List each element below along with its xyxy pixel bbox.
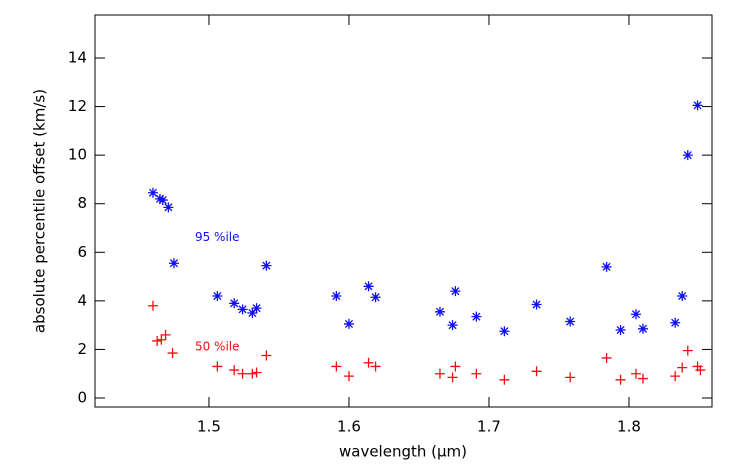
point [499, 374, 510, 385]
point [370, 292, 381, 303]
y-tick-label: 10 [68, 146, 87, 164]
point [499, 326, 510, 337]
point [447, 320, 458, 331]
point [565, 372, 576, 383]
y-tick-label: 12 [68, 97, 87, 115]
y-tick-label: 4 [77, 291, 87, 309]
point [370, 361, 381, 372]
annotation: 95 %ile [195, 230, 240, 244]
x-tick-label: 1.5 [197, 418, 221, 436]
point [531, 299, 542, 310]
point [565, 316, 576, 327]
point [167, 348, 178, 359]
point [471, 311, 482, 322]
point [156, 334, 167, 345]
point [343, 318, 354, 329]
point [363, 281, 374, 292]
point [682, 150, 693, 161]
point [434, 368, 445, 379]
point [637, 323, 648, 334]
y-tick-label: 14 [68, 48, 87, 66]
x-tick-label: 1.7 [477, 418, 501, 436]
point [630, 309, 641, 320]
point [450, 361, 461, 372]
point [531, 366, 542, 377]
y-tick-label: 2 [77, 340, 87, 358]
y-tick-label: 8 [77, 194, 87, 212]
point [157, 195, 168, 206]
point [152, 335, 163, 346]
plot-frame [94, 14, 713, 408]
point [447, 372, 458, 383]
point [261, 350, 272, 361]
point [677, 291, 688, 302]
point [251, 303, 262, 314]
x-axis-label: wavelength (μm) [339, 443, 467, 461]
point [168, 258, 179, 269]
point [160, 329, 171, 340]
point [434, 306, 445, 317]
x-tick-label: 1.6 [337, 418, 361, 436]
point [677, 362, 688, 373]
point [695, 365, 706, 376]
point [331, 361, 342, 372]
point [601, 261, 612, 272]
y-tick-label: 0 [77, 389, 87, 407]
point [471, 368, 482, 379]
point [615, 374, 626, 385]
point [692, 100, 703, 111]
point [247, 368, 258, 379]
point [670, 317, 681, 328]
point [154, 193, 165, 204]
point [670, 371, 681, 382]
point [343, 371, 354, 382]
point [237, 368, 248, 379]
point [637, 373, 648, 384]
point [212, 361, 223, 372]
x-tick-label: 1.8 [617, 418, 641, 436]
y-tick-label: 6 [77, 243, 87, 261]
point [363, 357, 374, 368]
point [147, 187, 158, 198]
point [247, 308, 258, 319]
point [229, 298, 240, 309]
y-axis-label: absolute percentile offset (km/s) [31, 89, 49, 333]
point [261, 260, 272, 271]
point [251, 367, 262, 378]
point [601, 352, 612, 363]
point [147, 300, 158, 311]
point [163, 202, 174, 213]
point [682, 345, 693, 356]
point [212, 291, 223, 302]
point [615, 325, 626, 336]
point [630, 368, 641, 379]
annotation: 50 %ile [195, 340, 240, 354]
point [450, 286, 461, 297]
point [237, 304, 248, 315]
point [331, 291, 342, 302]
point [229, 365, 240, 376]
